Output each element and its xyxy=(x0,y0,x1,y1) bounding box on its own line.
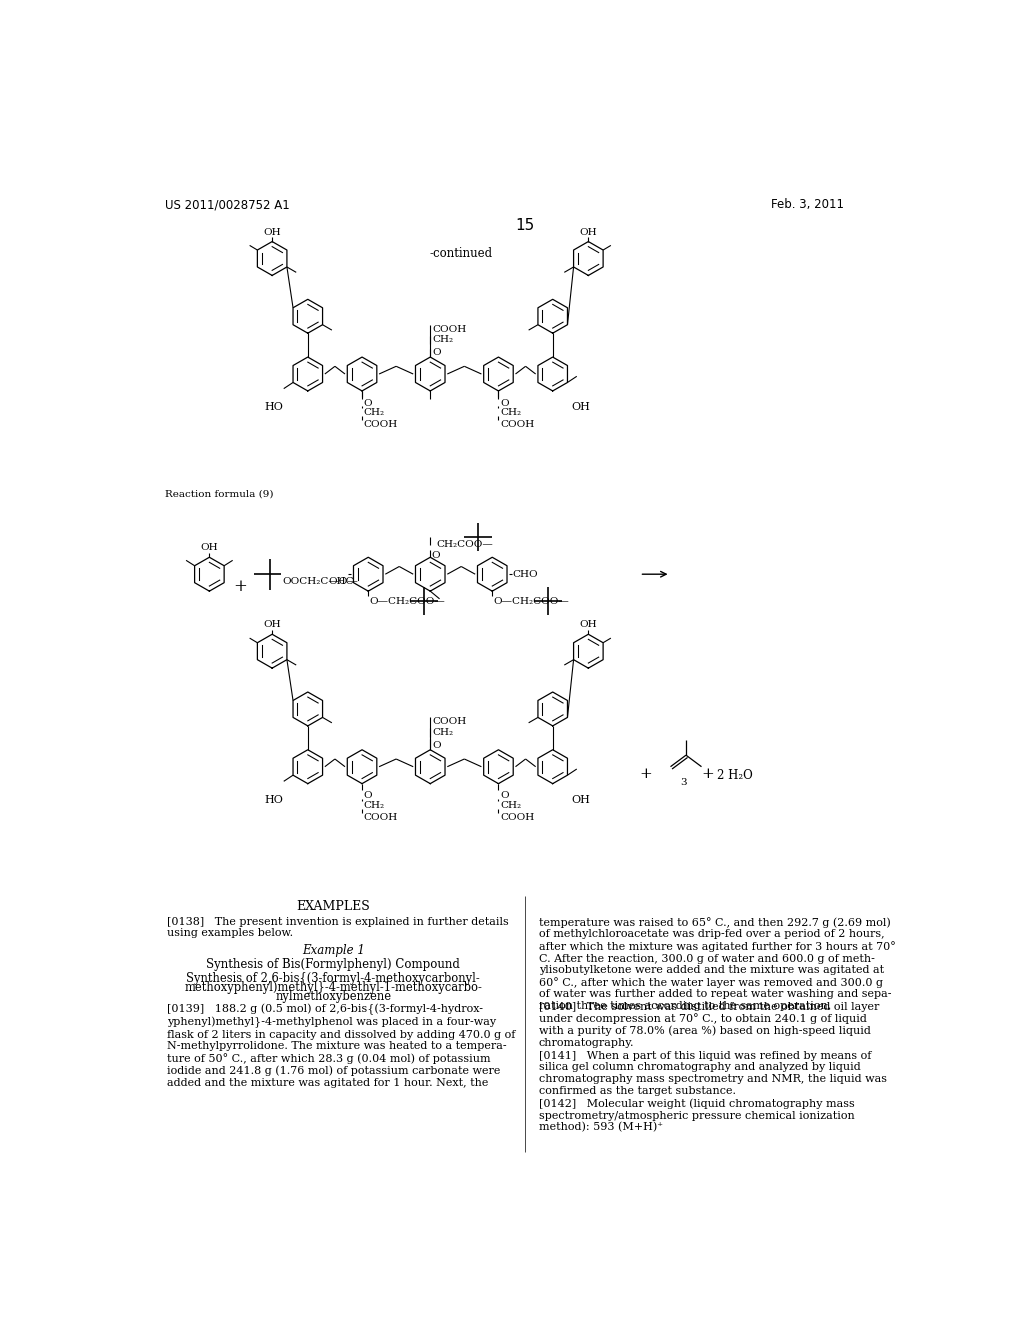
Text: CH₂: CH₂ xyxy=(364,408,385,417)
Text: COOH: COOH xyxy=(500,813,535,822)
Text: OH: OH xyxy=(571,795,590,805)
Text: temperature was raised to 65° C., and then 292.7 g (2.69 mol)
of methylchloroace: temperature was raised to 65° C., and th… xyxy=(539,917,896,1011)
Text: O—CH₂COO—: O—CH₂COO— xyxy=(370,598,445,606)
Text: methoxyphenyl)methyl}-4-methyl-1-methoxycarbo-: methoxyphenyl)methyl}-4-methyl-1-methoxy… xyxy=(184,981,482,994)
Text: OH: OH xyxy=(580,620,597,630)
Text: US 2011/0028752 A1: US 2011/0028752 A1 xyxy=(165,198,290,211)
Text: -continued: -continued xyxy=(430,247,493,260)
Text: COOH: COOH xyxy=(432,325,467,334)
Text: O: O xyxy=(432,348,441,356)
Text: 3: 3 xyxy=(680,779,686,787)
Text: 2 H₂O: 2 H₂O xyxy=(717,770,753,781)
Text: EXAMPLES: EXAMPLES xyxy=(297,900,371,913)
Text: [0141]   When a part of this liquid was refined by means of
silica gel column ch: [0141] When a part of this liquid was re… xyxy=(539,1051,887,1096)
Text: OH: OH xyxy=(201,544,218,552)
Text: 15: 15 xyxy=(515,218,535,234)
Text: COOH: COOH xyxy=(364,420,398,429)
Text: Feb. 3, 2011: Feb. 3, 2011 xyxy=(771,198,844,211)
Text: [0138]   The present invention is explained in further details
using examples be: [0138] The present invention is explaine… xyxy=(167,917,509,939)
Text: [0142]   Molecular weight (liquid chromatography mass
spectrometry/atmospheric p: [0142] Molecular weight (liquid chromato… xyxy=(539,1098,854,1133)
Text: O—CH₂COO—: O—CH₂COO— xyxy=(494,598,569,606)
Text: CH₂: CH₂ xyxy=(500,800,521,809)
Text: OH: OH xyxy=(571,403,590,412)
Text: CHO: CHO xyxy=(512,570,538,579)
Text: CH₂: CH₂ xyxy=(432,729,454,737)
Text: [0139]   188.2 g (0.5 mol) of 2,6-bis{(3-formyl-4-hydrox-
yphenyl)methyl}-4-meth: [0139] 188.2 g (0.5 mol) of 2,6-bis{(3-f… xyxy=(167,1003,515,1088)
Text: CH₂COO—: CH₂COO— xyxy=(436,540,494,549)
Text: COOH: COOH xyxy=(500,420,535,429)
Text: OH: OH xyxy=(263,227,281,236)
Text: OHC: OHC xyxy=(328,577,353,586)
Text: +: + xyxy=(233,578,248,595)
Text: COOH: COOH xyxy=(432,718,467,726)
Text: O: O xyxy=(364,792,373,800)
Text: CH₂: CH₂ xyxy=(500,408,521,417)
Text: nylmethoxybenzene: nylmethoxybenzene xyxy=(275,990,391,1003)
Text: O: O xyxy=(500,399,509,408)
Text: +: + xyxy=(640,767,652,780)
Text: O: O xyxy=(432,552,440,560)
Text: Synthesis of Bis(Formylphenyl) Compound: Synthesis of Bis(Formylphenyl) Compound xyxy=(207,958,461,972)
Text: CH₂: CH₂ xyxy=(432,335,454,345)
Text: [0140]   The solvent was distilled from the obtained oil layer
under decompressi: [0140] The solvent was distilled from th… xyxy=(539,1002,880,1048)
Text: OOCH₂C—O—: OOCH₂C—O— xyxy=(283,577,358,586)
Text: O: O xyxy=(500,792,509,800)
Text: O: O xyxy=(364,399,373,408)
Text: CH₂: CH₂ xyxy=(364,800,385,809)
Text: OH: OH xyxy=(580,227,597,236)
Text: COOH: COOH xyxy=(364,813,398,822)
Text: Example 1: Example 1 xyxy=(302,944,365,957)
Text: Reaction formula (9): Reaction formula (9) xyxy=(165,490,273,499)
Text: +: + xyxy=(701,767,715,780)
Text: HO: HO xyxy=(264,403,283,412)
Text: OH: OH xyxy=(263,620,281,630)
Text: O: O xyxy=(432,741,441,750)
Text: HO: HO xyxy=(264,795,283,805)
Text: Synthesis of 2,6-bis{(3-formyl-4-methoxycarbonyl-: Synthesis of 2,6-bis{(3-formyl-4-methoxy… xyxy=(186,972,480,985)
